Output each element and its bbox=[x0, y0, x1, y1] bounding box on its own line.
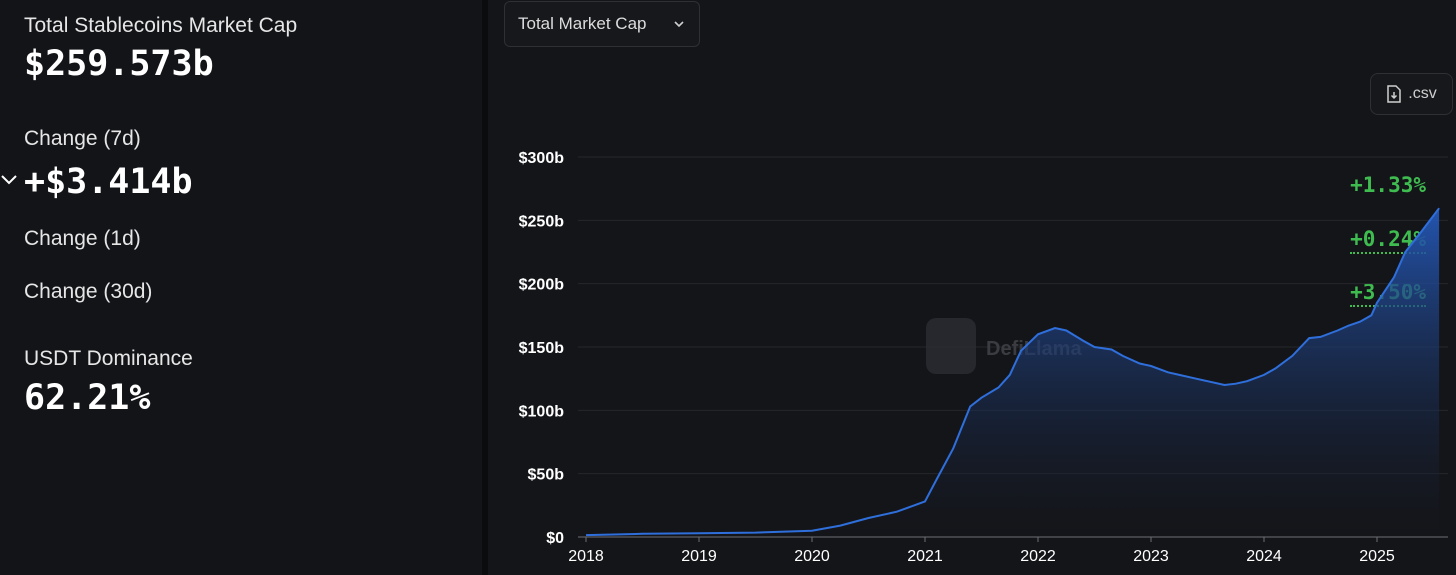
change-30d-label: Change (30d) bbox=[24, 280, 153, 303]
market-cap-chart: DefiLlama $0$50b$100b$150b$200b$250b$300… bbox=[519, 150, 1448, 565]
x-tick-label: 2025 bbox=[1359, 548, 1395, 565]
panel-divider bbox=[482, 0, 488, 575]
chart-type-dropdown-label: Total Market Cap bbox=[518, 14, 647, 33]
change-7d-percent: +1.33% bbox=[1350, 173, 1426, 197]
y-tick-label: $200b bbox=[519, 277, 565, 294]
usdt-dominance-value: 62.21% bbox=[24, 378, 151, 418]
x-tick-label: 2022 bbox=[1020, 548, 1056, 565]
download-csv-button[interactable]: .csv bbox=[1370, 73, 1453, 115]
usdt-dominance-label: USDT Dominance bbox=[24, 347, 193, 370]
change-7d-value: +$3.414b bbox=[24, 162, 193, 202]
chevron-down-icon[interactable] bbox=[0, 172, 18, 186]
market-cap-line bbox=[585, 207, 1440, 537]
y-axis: $0 $50b $100b $150b $200b $250b $300b bbox=[519, 150, 565, 547]
market-cap-area bbox=[586, 208, 1440, 537]
change-1d-label: Change (1d) bbox=[24, 227, 141, 250]
x-tick-label: 2023 bbox=[1133, 548, 1169, 565]
total-mcap-label: Total Stablecoins Market Cap bbox=[24, 14, 298, 37]
x-tick-label: 2024 bbox=[1246, 548, 1282, 565]
llama-logo-icon bbox=[926, 318, 976, 374]
y-tick-label: $150b bbox=[519, 340, 565, 357]
y-tick-label: $250b bbox=[519, 213, 565, 230]
x-axis: 2018 2019 2020 2021 2022 2023 2024 2025 bbox=[568, 536, 1448, 565]
x-tick-label: 2019 bbox=[681, 548, 717, 565]
y-tick-label: $300b bbox=[519, 150, 565, 167]
area-layer bbox=[585, 207, 1440, 537]
download-csv-label: .csv bbox=[1408, 85, 1437, 102]
chart-type-dropdown[interactable]: Total Market Cap bbox=[504, 1, 700, 47]
change-7d-label: Change (7d) bbox=[24, 127, 141, 150]
y-tick-label: $0 bbox=[546, 530, 564, 547]
stats-panel bbox=[0, 0, 482, 575]
chevron-down-icon bbox=[674, 21, 684, 28]
x-tick-label: 2020 bbox=[794, 548, 830, 565]
y-tick-label: $100b bbox=[519, 403, 565, 420]
download-file-icon bbox=[1387, 85, 1402, 103]
x-tick-label: 2018 bbox=[568, 548, 604, 565]
total-mcap-value: $259.573b bbox=[24, 44, 214, 84]
x-tick-label: 2021 bbox=[907, 548, 943, 565]
y-tick-label: $50b bbox=[528, 467, 565, 484]
